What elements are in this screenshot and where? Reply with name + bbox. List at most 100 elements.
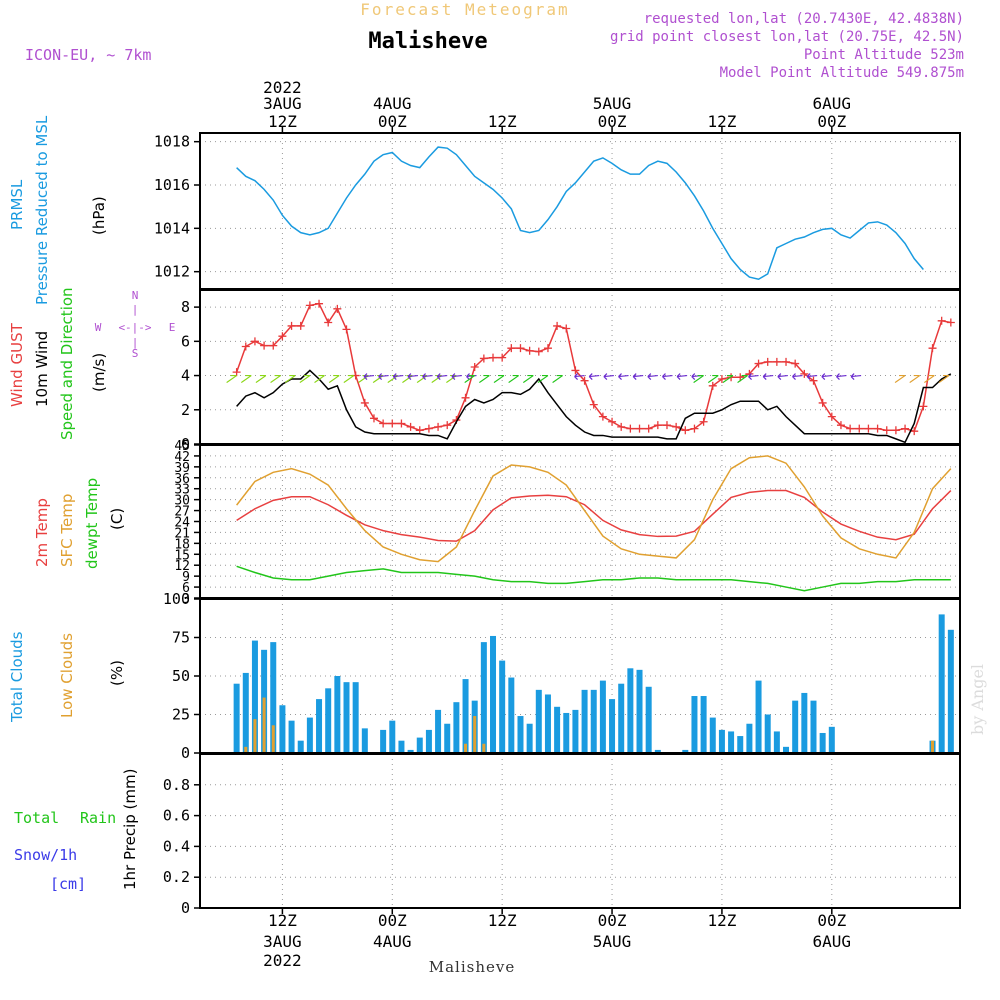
low-cloud-bar: [253, 719, 257, 753]
low-cloud-bar: [262, 697, 266, 753]
gust-marker: [800, 369, 809, 378]
wind-direction-arrow: [493, 374, 505, 384]
gust-marker: [434, 422, 443, 431]
top-time-label: 6AUG: [813, 94, 852, 113]
gust-line: [235, 302, 951, 433]
total-cloud-bar: [508, 677, 515, 753]
gust-marker: [846, 424, 855, 433]
bottom-time-label: 2022: [263, 951, 302, 970]
gust-marker: [736, 373, 745, 382]
wind-direction-arrow: [647, 373, 658, 380]
panels: 1012101410161018024683691215182124273033…: [154, 133, 961, 917]
gust-marker: [553, 321, 562, 330]
y-tick-label: 4: [181, 367, 190, 385]
compass-arrows: <-|->: [118, 321, 151, 334]
gust-marker: [864, 424, 873, 433]
low-cloud-bar: [464, 743, 468, 753]
bottom-time-label: 00Z: [817, 911, 846, 930]
gust-marker: [644, 424, 653, 433]
top-time-label: 00Z: [817, 112, 846, 131]
gust-marker: [369, 414, 378, 423]
gust-marker: [379, 419, 388, 428]
wind-direction-arrow: [850, 373, 862, 380]
total-cloud-bar: [819, 732, 826, 753]
wind-direction-arrow: [691, 373, 702, 380]
bottom-time-label: 00Z: [378, 911, 407, 930]
wind-direction-arrow: [777, 373, 788, 380]
gust-marker: [424, 424, 433, 433]
top-time-label: 12Z: [707, 112, 736, 131]
clouds-panel: 0 25 50 75 100: [163, 590, 961, 762]
wind-direction-arrow: [464, 374, 476, 384]
footer-location: Malisheve: [429, 958, 515, 976]
wind-direction-arrow: [255, 374, 267, 384]
y-tick-label: 6: [181, 332, 190, 350]
total-cloud-bar: [645, 686, 652, 753]
wind-direction-arrow: [894, 374, 906, 384]
total-cloud-bar: [590, 689, 597, 753]
total-cloud-bar: [682, 749, 689, 753]
total-cloud-bar: [270, 642, 277, 753]
gust-marker: [772, 357, 781, 366]
percent-unit-label: (%): [108, 660, 126, 686]
total-cloud-bar: [554, 706, 561, 753]
total-cloud-bar: [279, 705, 286, 753]
gust-marker: [662, 421, 671, 430]
top-time-label: 12Z: [488, 112, 517, 131]
gust-marker: [278, 332, 287, 341]
y-tick-label: 75: [172, 629, 190, 647]
gust-marker: [672, 422, 681, 431]
total-cloud-bar: [764, 714, 771, 753]
total-cloud-bar: [755, 680, 762, 753]
gust-marker: [305, 301, 314, 310]
wind-direction-arrow: [909, 374, 921, 384]
y-tick-label: 0.8: [163, 776, 190, 794]
y-tick-label: 0.2: [163, 868, 190, 886]
gust-marker: [397, 419, 406, 428]
wind-direction-arrow: [632, 373, 644, 380]
gust-marker: [836, 421, 845, 430]
low-clouds-label: Low Clouds: [58, 633, 76, 718]
total-cloud-bar: [609, 699, 616, 753]
y-tick-label: 1012: [154, 263, 190, 281]
total-cloud-bar: [453, 702, 460, 753]
total-cloud-bar: [709, 717, 716, 753]
wind-direction-arrow: [806, 373, 818, 380]
wind-direction-arrow: [407, 373, 418, 380]
y-tick-label: 8: [181, 298, 190, 316]
gust-marker: [580, 376, 589, 385]
y-tick-label: 39: [174, 461, 190, 476]
dewpt-temp-label: dewpt Temp: [83, 478, 101, 569]
sfc-temp-label: SFC Temp: [58, 494, 76, 567]
precip-axis-label: 1hr Precip (mm): [121, 769, 139, 890]
wind-direction-arrow: [240, 374, 252, 384]
y-tick-label: 6: [182, 581, 190, 596]
gust-marker: [342, 325, 351, 334]
y-tick-label: 25: [172, 706, 190, 724]
wind-direction-arrow: [378, 373, 389, 380]
y-tick-label: 18: [174, 537, 190, 552]
wind-direction-arrow: [737, 374, 748, 384]
bottom-time-label: 12Z: [268, 911, 297, 930]
header: Forecast Meteogram Malisheve ICON-EU, ~ …: [25, 0, 964, 81]
location-title: Malisheve: [368, 29, 487, 54]
compass-south: S: [132, 347, 139, 360]
gust-marker: [489, 353, 498, 362]
wind-direction-arrow: [693, 374, 704, 384]
gust-marker: [562, 324, 571, 333]
dewpt-line: [236, 565, 951, 592]
gust-marker: [443, 421, 452, 430]
total-cloud-bar: [938, 614, 945, 753]
total-cloud-bar: [316, 699, 323, 753]
gust-marker: [406, 422, 415, 431]
gust-marker: [946, 318, 955, 327]
temp-2m-label: 2m Temp: [33, 498, 51, 567]
gust-marker: [516, 344, 525, 353]
gust-marker: [388, 419, 397, 428]
wind-direction-arrow: [821, 373, 832, 380]
wind-direction-arrow: [314, 374, 325, 384]
requested-coordinates: requested lon,lat (20.7430E, 42.4838N): [644, 11, 964, 27]
precipitation-frame: [199, 753, 961, 909]
